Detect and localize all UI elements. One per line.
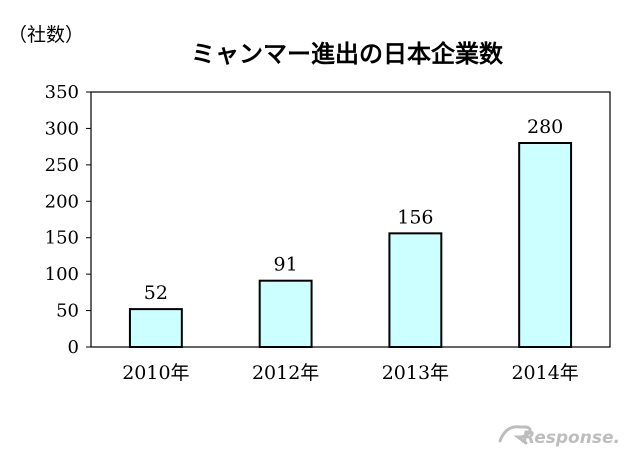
response-watermark: Response. [496, 419, 626, 449]
data-label: 280 [527, 116, 563, 138]
y-tick-label: 250 [45, 155, 79, 176]
y-tick-label: 50 [56, 301, 79, 322]
y-axis-ticks: 0 50 100 150 200 250 300 350 [45, 82, 91, 358]
unit-label: （社数） [8, 24, 84, 46]
chart-title: ミャンマー進出の日本企業数 [191, 40, 504, 68]
bar-2013年 [388, 232, 443, 348]
bars: 52 91 156 280 [128, 116, 573, 349]
y-tick-label: 350 [45, 82, 79, 103]
x-tick-label: 2010年 [122, 362, 189, 384]
bar-2012年 [258, 279, 313, 349]
y-tick-label: 200 [45, 191, 79, 212]
data-label: 91 [274, 254, 298, 276]
watermark-text: Response. [522, 428, 620, 448]
bar-2014年 [518, 142, 573, 348]
x-tick-label: 2013年 [382, 362, 449, 384]
x-tick-label: 2014年 [511, 362, 578, 384]
data-label: 52 [144, 282, 168, 304]
bar-2010年 [128, 308, 183, 349]
data-label: 156 [397, 206, 433, 228]
x-axis-labels: 2010年 2012年 2013年 2014年 [122, 362, 579, 384]
x-tick-label: 2012年 [252, 362, 319, 384]
y-tick-label: 300 [45, 118, 79, 139]
y-tick-label: 100 [45, 264, 79, 285]
y-tick-label: 0 [68, 337, 79, 358]
y-tick-label: 150 [45, 228, 79, 249]
